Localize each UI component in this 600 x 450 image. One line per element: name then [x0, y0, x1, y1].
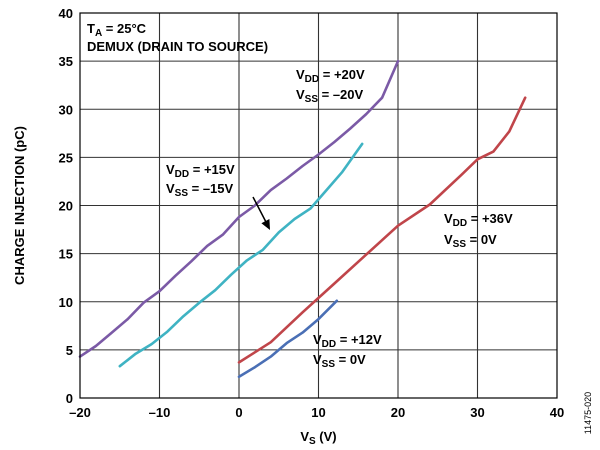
grid: [80, 13, 557, 398]
y-tick-label: 25: [59, 150, 73, 165]
y-axis-label: CHARGE INJECTION (pC): [12, 126, 27, 285]
annotation-text: VSS = 0V: [444, 232, 497, 250]
annotation-text: VDD = +15V: [166, 162, 235, 180]
x-tick-label: –20: [69, 405, 91, 420]
annotation-text: DEMUX (DRAIN TO SOURCE): [87, 39, 268, 54]
y-tick-label: 20: [59, 199, 73, 214]
x-tick-label: 20: [391, 405, 405, 420]
y-tick-label: 0: [66, 391, 73, 406]
series-line-3: [237, 96, 527, 364]
series-line-4: [237, 299, 339, 379]
y-tick-label: 40: [59, 6, 73, 21]
plot-frame: [79, 12, 558, 399]
annotation-text: VDD = +12V: [313, 332, 382, 350]
y-tick-label: 15: [59, 247, 73, 262]
annotation-arrowhead: [261, 219, 270, 230]
x-tick-label: –10: [149, 405, 171, 420]
y-tick-label: 5: [66, 343, 73, 358]
x-tick-label: 30: [470, 405, 484, 420]
series-layer: [78, 59, 527, 379]
x-tick-label: 0: [235, 405, 242, 420]
figure-id: 11475-020: [583, 392, 593, 434]
x-axis-label: VS (V): [300, 429, 336, 447]
series-line-2: [118, 142, 364, 368]
tick-labels: –20 –10 0 10 20 30 40 0 5 10 15 20 25 30 35 40: [59, 6, 565, 420]
series-line-1: [78, 59, 400, 358]
annotation-text: VDD = +36V: [444, 211, 513, 229]
annotation-text: VSS = 0V: [313, 352, 366, 370]
annotation-text: VSS = –15V: [166, 181, 234, 199]
y-tick-label: 10: [59, 295, 73, 310]
annotation-text: VSS = –20V: [296, 87, 364, 105]
x-tick-label: 40: [550, 405, 564, 420]
y-tick-label: 30: [59, 102, 73, 117]
annotation-arrow: [252, 196, 268, 225]
x-tick-label: 10: [311, 405, 325, 420]
annotation-text: TA = 25°C: [87, 21, 147, 39]
annotation-text: VDD = +20V: [296, 67, 365, 85]
y-tick-label: 35: [59, 54, 73, 69]
